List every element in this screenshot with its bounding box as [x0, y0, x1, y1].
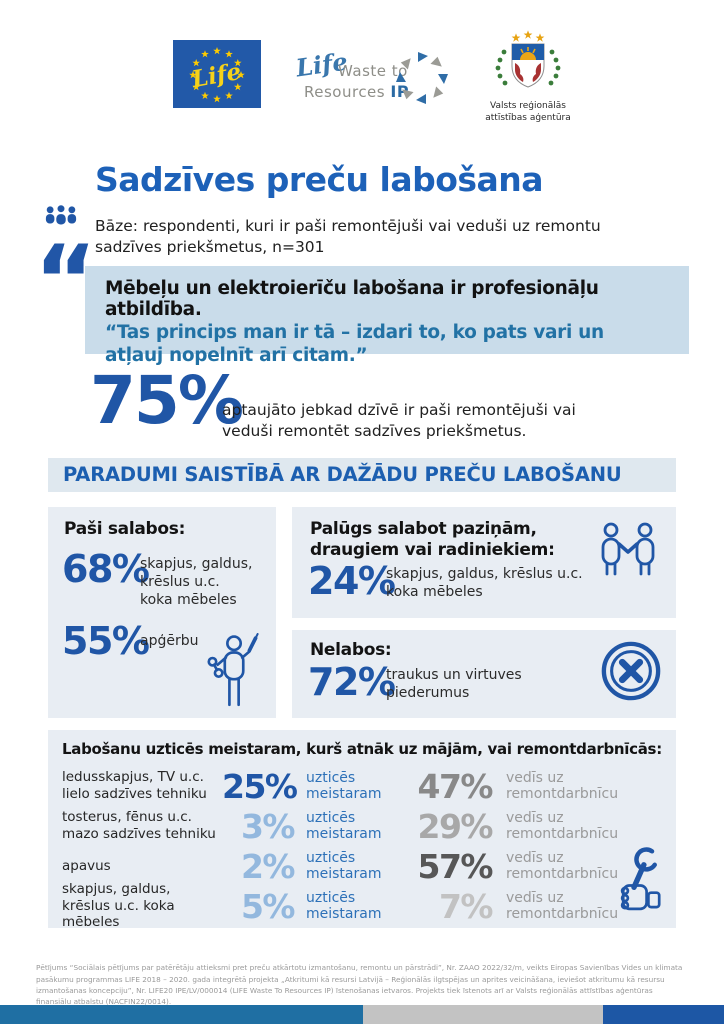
workshop-pct: 47%: [417, 766, 494, 806]
master-repair-panel: Labošanu uzticēs meistaram, kurš atnāk u…: [48, 730, 676, 931]
vraa-name: Valsts reģionālās attīstības aģentūra: [485, 101, 571, 124]
stat-label: skapjus, galdus, krēslus u.c. koka mēbel…: [140, 556, 253, 609]
master-pct: 5%: [240, 886, 296, 926]
workshop-label: vedīs uz remontdarbnīcu: [506, 849, 619, 882]
ask-friends-panel: Palūgs salabot paziņām, draugiem vai rad…: [292, 507, 676, 618]
page-title: Sadzīves preču labošana: [95, 160, 544, 200]
stat-label: traukus un virtuves piederumus: [386, 667, 522, 702]
footnote: Pētījums “Sociālais pētījums par patērēt…: [36, 963, 683, 1007]
handshake-icon: [601, 522, 655, 576]
master-label: uzticēs meistaram: [306, 769, 382, 802]
workshop-pct: 57%: [417, 846, 494, 886]
wtr-waste-text: Waste to: [338, 62, 408, 80]
headline-stat-text: aptaujāto jebkad dzīvē ir paši remontēju…: [222, 400, 576, 441]
master-repair-title: Labošanu uzticēs meistaram, kurš atnāk u…: [62, 740, 662, 758]
people-icon: [45, 204, 77, 226]
eu-life-logo: Life: [173, 40, 261, 108]
headline-stat-value: 75%: [90, 362, 244, 439]
row-item: apavus: [62, 857, 111, 874]
workshop-pct: 29%: [417, 806, 494, 846]
wtr-ip-text: IP: [390, 82, 410, 101]
quote-citation-line: “Tas princips man ir tā – izdari to, ko …: [105, 322, 604, 367]
quote-box: Mēbeļu un elektroierīču labošana ir prof…: [85, 266, 689, 366]
wont-repair-panel: Nelabos: 72% traukus un virtuves piederu…: [292, 630, 676, 718]
recycle-arrows-icon: [396, 52, 448, 104]
person-with-tools-icon: [207, 633, 259, 707]
vraa-logo: Valsts reģionālās attīstības aģentūra: [470, 30, 586, 124]
master-label: uzticēs meistaram: [306, 889, 382, 922]
stat-label: skapjus, galdus, krēslus u.c. koka mēbel…: [386, 566, 583, 601]
stat-value: 24%: [308, 559, 396, 603]
master-label: uzticēs meistaram: [306, 809, 382, 842]
ask-friends-title: Palūgs salabot paziņām, draugiem vai rad…: [310, 519, 555, 561]
section-header-bar: PARADUMI SAISTĪBĀ AR DAŽĀDU PREČU LABOŠA…: [48, 458, 676, 492]
stat-value: 68%: [62, 547, 150, 591]
master-repair-table: ledusskapjus, TV u.c. lielo sadzīves teh…: [62, 766, 642, 931]
stat-value: 55%: [62, 619, 150, 663]
workshop-pct: 7%: [438, 886, 494, 926]
master-pct: 25%: [222, 766, 298, 806]
latvia-coat-of-arms-icon: [495, 30, 561, 88]
bottom-bar-gray: [363, 1005, 603, 1024]
self-repair-title: Paši salabos:: [64, 519, 186, 539]
master-pct: 2%: [240, 846, 296, 886]
row-item: ledusskapjus, TV u.c. lielo sadzīves teh…: [62, 769, 207, 802]
self-repair-panel: Paši salabos: 68% skapjus, galdus, krēsl…: [48, 507, 276, 718]
stat-value: 72%: [308, 660, 396, 704]
wtr-resources-text: Resources IP: [304, 82, 410, 101]
bottom-bar-blue: [603, 1005, 724, 1024]
bottom-bar-teal: [0, 1005, 363, 1024]
wont-repair-title: Nelabos:: [310, 640, 392, 660]
quote-bold-line: Mēbeļu un elektroierīču labošana ir prof…: [105, 278, 599, 320]
row-item: skapjus, galdus, krēslus u.c. koka mēbel…: [62, 880, 175, 931]
workshop-label: vedīs uz remontdarbnīcu: [506, 889, 619, 922]
workshop-label: vedīs uz remontdarbnīcu: [506, 809, 619, 842]
base-note: Bāze: respondenti, kuri ir paši remontēj…: [95, 216, 601, 257]
workshop-label: vedīs uz remontdarbnīcu: [506, 769, 619, 802]
master-pct: 3%: [240, 806, 296, 846]
waste-to-resources-logo: Life Waste to Resources IP: [294, 47, 448, 110]
master-label: uzticēs meistaram: [306, 849, 382, 882]
eu-flag-icon: Life: [173, 40, 261, 108]
hand-wrench-icon: [620, 847, 661, 911]
section-header-text: PARADUMI SAISTĪBĀ AR DAŽĀDU PREČU LABOŠA…: [63, 463, 622, 486]
row-item: tosterus, fēnus u.c. mazo sadzīves tehni…: [62, 809, 216, 842]
stat-label: apģērbu: [140, 633, 199, 649]
crossed-circle-icon: [601, 641, 661, 701]
